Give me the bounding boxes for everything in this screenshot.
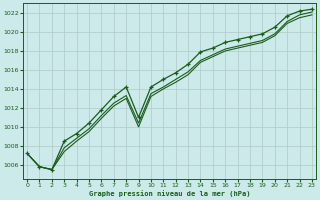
X-axis label: Graphe pression niveau de la mer (hPa): Graphe pression niveau de la mer (hPa)	[89, 190, 250, 197]
